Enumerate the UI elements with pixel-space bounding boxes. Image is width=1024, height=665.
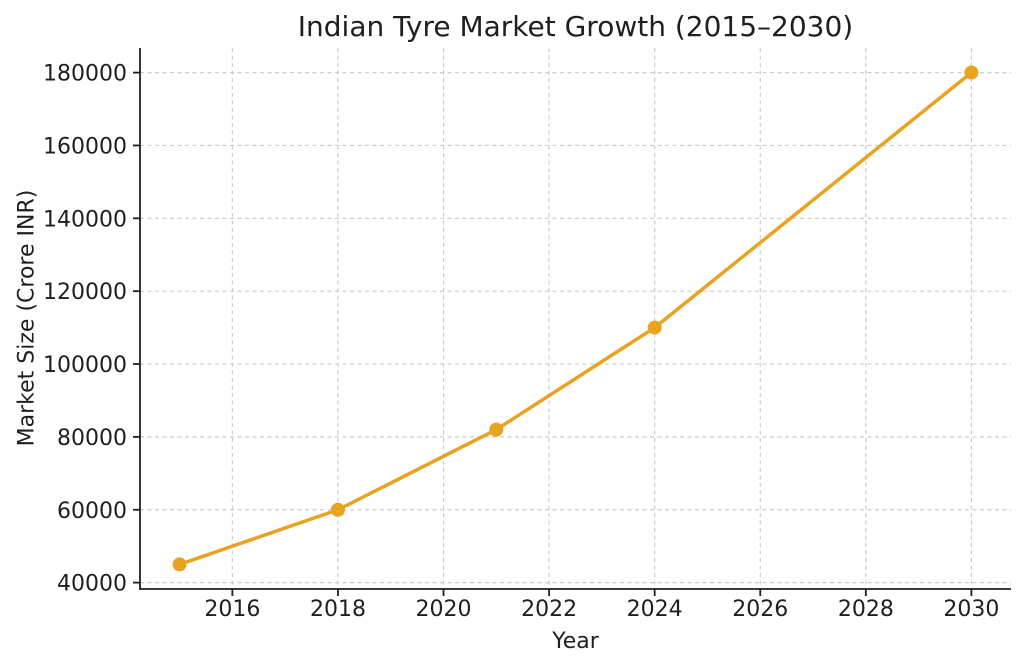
y-tick-label: 100000	[43, 353, 127, 378]
y-tick-label: 40000	[57, 572, 127, 597]
x-tick-label: 2026	[732, 597, 788, 622]
x-axis-label: Year	[552, 629, 599, 654]
x-tick-label: 2028	[838, 597, 894, 622]
y-tick-label: 120000	[43, 280, 127, 305]
data-point	[172, 557, 187, 572]
data-point	[489, 422, 504, 437]
data-line	[177, 70, 974, 567]
x-tick-label: 2024	[627, 597, 683, 622]
x-tick-label: 2016	[204, 597, 260, 622]
x-tick-label: 2030	[943, 597, 999, 622]
x-tick-label: 2020	[416, 597, 472, 622]
data-point	[330, 502, 345, 517]
y-tick-label: 80000	[57, 426, 127, 451]
x-tick-label: 2022	[521, 597, 577, 622]
data-point	[647, 320, 662, 335]
y-tick-label: 180000	[43, 62, 127, 87]
x-tick-label: 2018	[310, 597, 366, 622]
y-tick-label: 60000	[57, 499, 127, 524]
data-point	[964, 65, 979, 80]
y-tick-label: 160000	[43, 134, 127, 159]
chart-title: Indian Tyre Market Growth (2015–2030)	[297, 10, 854, 43]
y-tick-label: 140000	[43, 207, 127, 232]
